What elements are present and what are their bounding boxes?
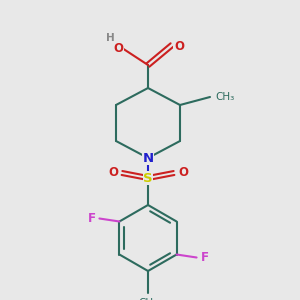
- Text: F: F: [201, 251, 208, 264]
- Text: CH₃: CH₃: [138, 298, 158, 300]
- Text: O: O: [113, 43, 123, 56]
- Text: S: S: [143, 172, 153, 184]
- Text: F: F: [87, 212, 95, 225]
- Text: H: H: [106, 33, 114, 43]
- Text: N: N: [142, 152, 154, 164]
- Text: O: O: [108, 167, 118, 179]
- Text: O: O: [174, 40, 184, 52]
- Text: CH₃: CH₃: [215, 92, 234, 102]
- Text: O: O: [178, 167, 188, 179]
